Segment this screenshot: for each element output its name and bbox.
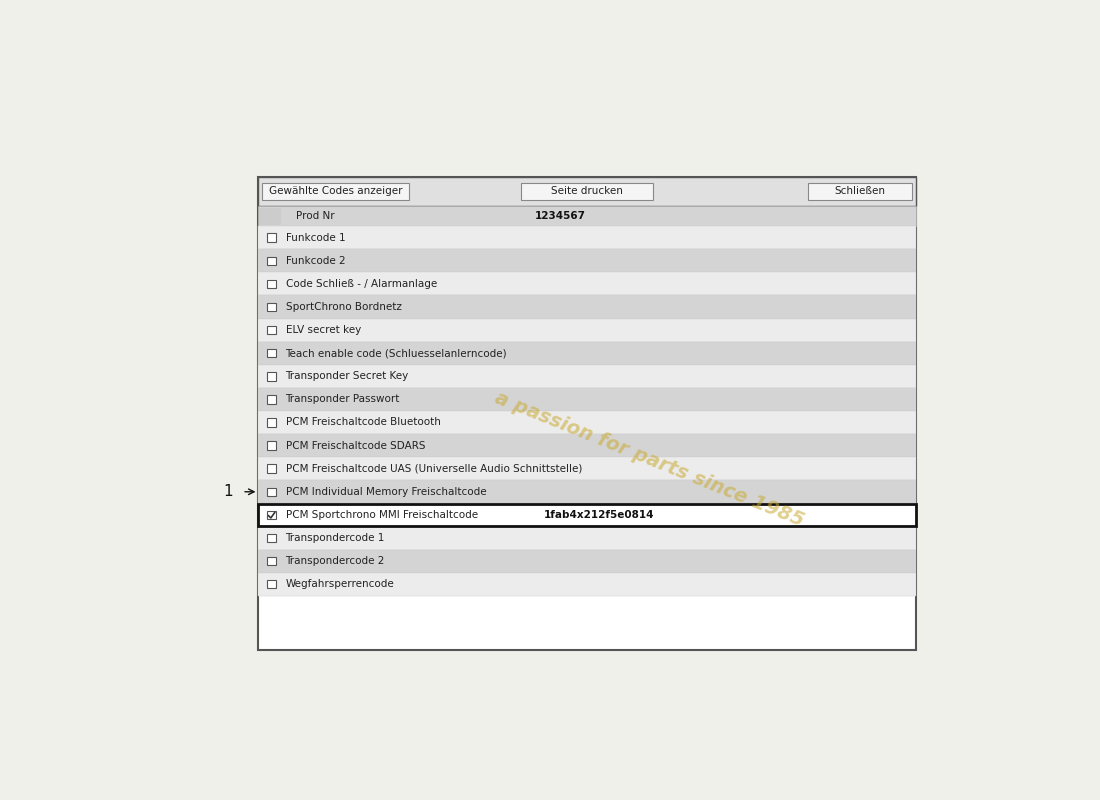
- Text: Transpondercode 1: Transpondercode 1: [286, 533, 385, 543]
- Bar: [267, 280, 276, 288]
- Text: Funkcode 1: Funkcode 1: [286, 233, 345, 242]
- Bar: [267, 257, 276, 265]
- Text: ELV secret key: ELV secret key: [286, 325, 361, 335]
- Text: Funkcode 2: Funkcode 2: [286, 256, 345, 266]
- Bar: [267, 372, 276, 381]
- Text: SportChrono Bordnetz: SportChrono Bordnetz: [286, 302, 402, 312]
- Text: Schließen: Schließen: [834, 186, 886, 197]
- Bar: [267, 510, 276, 519]
- Bar: [267, 326, 276, 334]
- Bar: [267, 487, 276, 496]
- Bar: [262, 183, 409, 200]
- Bar: [257, 550, 916, 573]
- Bar: [257, 480, 916, 503]
- Bar: [267, 418, 276, 426]
- Text: Transpondercode 2: Transpondercode 2: [286, 556, 385, 566]
- Bar: [257, 295, 916, 318]
- Bar: [258, 504, 915, 526]
- Bar: [257, 226, 916, 250]
- Bar: [257, 342, 916, 365]
- Text: PCM Sportchrono MMI Freischaltcode: PCM Sportchrono MMI Freischaltcode: [286, 510, 477, 520]
- Text: Transponder Passwort: Transponder Passwort: [286, 394, 400, 404]
- Bar: [267, 302, 276, 311]
- Bar: [257, 177, 916, 206]
- Bar: [257, 318, 916, 342]
- Text: PCM Individual Memory Freischaltcode: PCM Individual Memory Freischaltcode: [286, 486, 486, 497]
- Bar: [260, 208, 280, 225]
- Text: Teach enable code (Schluesselanlerncode): Teach enable code (Schluesselanlerncode): [286, 348, 507, 358]
- Bar: [257, 526, 916, 550]
- Text: Gewählte Codes anzeiger: Gewählte Codes anzeiger: [268, 186, 403, 197]
- Text: Prod Nr: Prod Nr: [296, 211, 336, 221]
- Bar: [257, 573, 916, 596]
- Bar: [267, 580, 276, 589]
- Text: PCM Freischaltcode SDARS: PCM Freischaltcode SDARS: [286, 441, 425, 450]
- Bar: [257, 388, 916, 411]
- Bar: [257, 250, 916, 272]
- Bar: [257, 272, 916, 295]
- Text: Wegfahrsperrencode: Wegfahrsperrencode: [286, 579, 394, 589]
- Bar: [257, 434, 916, 457]
- Bar: [807, 183, 912, 200]
- Bar: [257, 411, 916, 434]
- Bar: [267, 349, 276, 358]
- Bar: [267, 234, 276, 242]
- Bar: [267, 395, 276, 404]
- Text: PCM Freischaltcode Bluetooth: PCM Freischaltcode Bluetooth: [286, 418, 440, 427]
- Bar: [267, 557, 276, 566]
- Text: 1fab4x212f5e0814: 1fab4x212f5e0814: [543, 510, 653, 520]
- Bar: [257, 177, 916, 650]
- Text: PCM Freischaltcode UAS (Universelle Audio Schnittstelle): PCM Freischaltcode UAS (Universelle Audi…: [286, 464, 582, 474]
- Text: 1: 1: [223, 484, 233, 499]
- Text: Seite drucken: Seite drucken: [551, 186, 623, 197]
- Bar: [257, 206, 916, 226]
- Text: a passion for parts since 1985: a passion for parts since 1985: [492, 389, 806, 530]
- Text: Transponder Secret Key: Transponder Secret Key: [286, 371, 409, 382]
- Bar: [267, 465, 276, 473]
- Bar: [267, 534, 276, 542]
- Text: Code Schließ - / Alarmanlage: Code Schließ - / Alarmanlage: [286, 279, 437, 289]
- Bar: [521, 183, 653, 200]
- Bar: [257, 365, 916, 388]
- Text: 1234567: 1234567: [535, 211, 585, 221]
- Bar: [257, 457, 916, 480]
- Bar: [257, 503, 916, 526]
- Bar: [267, 442, 276, 450]
